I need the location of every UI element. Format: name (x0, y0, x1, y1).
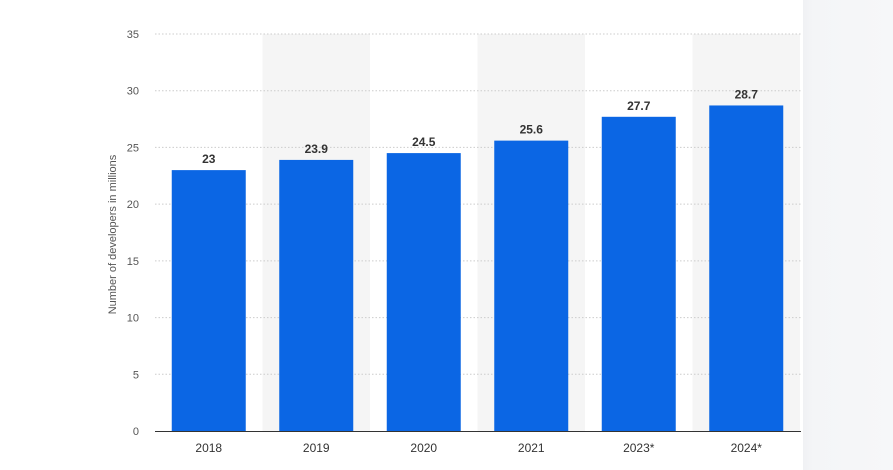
bar[interactable] (279, 159, 354, 432)
y-tick-label: 5 (133, 369, 139, 381)
x-tick-label: 2021 (518, 441, 545, 455)
bar[interactable] (386, 153, 461, 431)
y-tick-label: 0 (133, 426, 139, 438)
y-tick-label: 35 (127, 29, 139, 41)
bar[interactable] (709, 105, 784, 432)
data-label: 23 (202, 152, 216, 166)
y-axis-label: Number of developers in millions (107, 154, 119, 314)
y-tick-label: 10 (127, 313, 139, 325)
y-tick-label: 15 (127, 256, 139, 268)
x-tick-labels: 2018 2019 2020 2021 2023* 2024* (195, 441, 762, 455)
x-tick-label: 2023* (623, 441, 655, 455)
bar[interactable] (601, 116, 676, 431)
x-tick-label: 2024* (731, 441, 763, 455)
y-tick-label: 25 (127, 142, 139, 154)
x-tick-label: 2018 (195, 441, 222, 455)
data-label: 24.5 (412, 135, 436, 149)
gridlines (155, 33, 801, 375)
x-tick-label: 2019 (303, 441, 330, 455)
data-label: 23.9 (305, 142, 329, 156)
data-label: 27.7 (627, 99, 651, 113)
x-tick-label: 2020 (410, 441, 437, 455)
data-label: 25.6 (520, 123, 544, 137)
side-panel (803, 0, 893, 470)
data-labels: 23 23.9 24.5 25.6 27.7 28.7 (202, 87, 758, 166)
y-tick-label: 30 (127, 86, 139, 98)
bar[interactable] (494, 140, 569, 431)
y-tick-label: 20 (127, 199, 139, 211)
bars (171, 105, 784, 432)
bar[interactable] (171, 170, 246, 431)
y-tick-labels: 0 5 10 15 20 25 30 35 (127, 29, 139, 438)
data-label: 28.7 (735, 87, 759, 101)
